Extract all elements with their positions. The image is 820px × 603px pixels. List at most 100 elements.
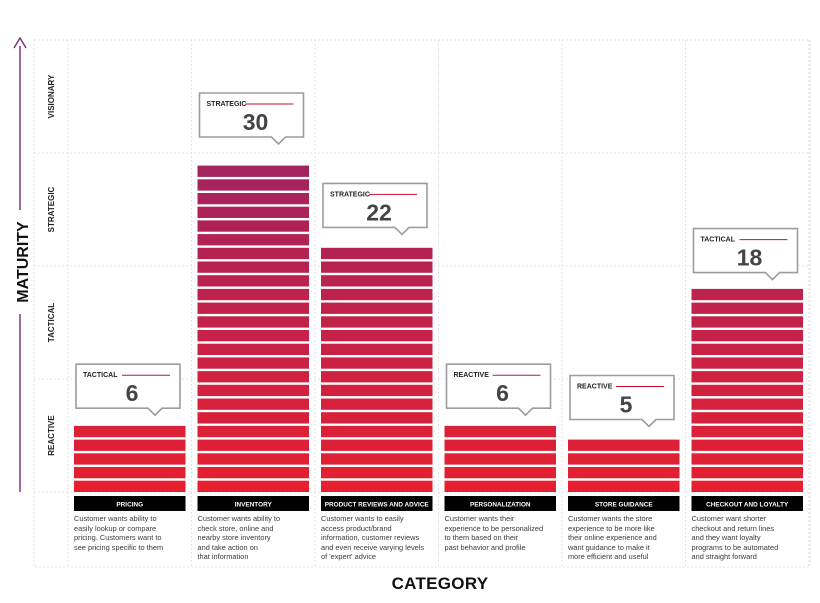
bar-stripe [568,453,680,465]
bar-stripe [691,371,803,383]
bar-stripe [691,412,803,424]
callout-level-label: STRATEGIC [207,101,247,108]
callout-value: 5 [620,392,633,418]
callout-level-label: TACTICAL [83,372,118,379]
description-line: Customer wants ability to [197,514,281,523]
description-line: pricing. Customers want to [74,533,162,543]
category-description: Customer wants the store experience to be… [568,514,684,562]
bar-stripe [321,288,433,301]
bar-stripe [197,261,309,273]
bar-stripe [321,453,433,465]
category-label-bg [197,496,309,511]
bar-stripe [197,234,309,246]
bar-product-reviews-and-advice [321,247,433,492]
category-label-bg [691,496,803,511]
y-level-label: VISIONARY [47,74,56,118]
description-line: access product/brand [321,523,392,533]
bar-stripe [321,316,433,328]
description-line: that information [197,552,249,562]
bar-personalization [444,425,556,492]
bar-stripe [74,480,186,492]
bar-stripe [321,384,433,397]
y-axis-title-bg [11,210,31,314]
description-line: check store, online and [197,523,274,533]
callout-bubble [198,92,305,146]
description-line: to them based on their [444,533,519,543]
bar-stripe [197,220,309,232]
category-description: Customer want shorter checkout and return… [692,514,808,562]
y-axis-title: MATURITY [15,221,32,303]
callout-value: 30 [243,109,269,135]
category-description: Customer wants ability to check store, on… [198,514,314,562]
bar-stripe [74,425,186,438]
bar-stripe [197,398,309,410]
bar-stripe [321,439,433,451]
callout-level-label: TACTICAL [701,237,736,244]
bar-stripe [197,316,309,328]
bar-stripe [321,302,433,314]
description-line: of 'expert' advice [321,552,376,562]
description-line: more efficient and useful [568,552,649,562]
description-line: Customer wants the store [568,514,653,523]
bar-store-guidance [568,439,680,492]
category-label-text: INVENTORY [235,502,273,509]
bar-stripe [691,288,803,301]
description-line: experience to be more like [568,523,655,533]
bar-stripe [74,453,186,465]
bar-stripe [691,384,803,397]
description-line: and take action on [197,542,258,552]
bar-stripe [74,467,186,479]
description-line: and even receive varying levels [321,542,425,552]
bar-stripe [444,439,556,451]
category-label: INVENTORY [197,496,309,511]
bar-stripe [691,453,803,465]
callout-level-label: REACTIVE [454,372,490,379]
category-label-text: PRODUCT REVIEWS AND ADVICE [325,502,430,509]
callouts: TACTICAL6STRATEGIC30STRATEGIC22REACTIVE6… [75,92,799,428]
y-axis-arrowhead-icon [13,36,27,49]
bar-stripe [197,330,309,342]
category-description: Customer wants ability to easily lookup o… [74,514,190,552]
description-line: Customer want shorter [691,514,767,523]
bar-stripe [321,275,433,287]
category-label-bg [568,496,680,511]
description-line: past behavior and profile [444,542,526,552]
bar-stripe [74,439,186,451]
category-label: PERSONALIZATION [444,496,556,511]
bar-stripe [568,439,680,451]
callout-level-label: REACTIVE [577,384,613,391]
bar-stripe [691,302,803,314]
bar-stripe [197,343,309,355]
callout-bubble [692,227,799,281]
bar-stripe [197,193,309,205]
bar-stripe [197,480,309,492]
callout-pricing: TACTICAL 6 [75,363,181,417]
callout-personalization: REACTIVE 6 [445,363,552,417]
bar-stripe [691,467,803,479]
bar-stripe [197,247,309,260]
bar-stripe [197,302,309,314]
bar-stripe [197,288,309,301]
bar-stripe [197,275,309,287]
bar-stripe [197,179,309,191]
bar-stripe [321,357,433,369]
y-level-labels: REACTIVE TACTICAL STRATEGIC VISIONARY [47,74,56,456]
bar-stripe [321,412,433,424]
bar-stripe [691,398,803,410]
bar-stripe [197,412,309,424]
callout-bubble [75,363,181,417]
bar-stripe [197,384,309,397]
description-line: programs to be automated [691,542,779,552]
bar-stripe [691,439,803,451]
bar-stripe [321,261,433,273]
description-line: their online experience and [568,533,657,543]
bar-stripe [444,425,556,438]
category-label-text: PERSONALIZATION [470,502,531,509]
bar-stripe [197,453,309,465]
callout-store-guidance: REACTIVE 5 [569,374,675,428]
bar-stripe [568,467,680,479]
bar-stripe [321,330,433,342]
description-line: checkout and return lines [691,523,775,533]
bar-stripe [444,467,556,479]
